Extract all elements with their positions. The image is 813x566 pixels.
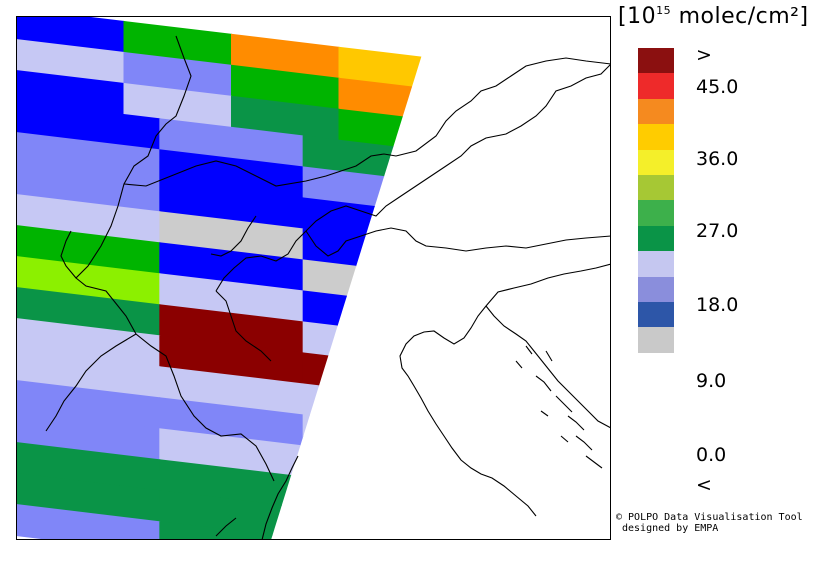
- legend-tick-label: 0.0: [696, 444, 727, 466]
- swath-pixel: [123, 20, 232, 66]
- swath-pixel: [159, 397, 304, 447]
- swath-pixel: [16, 473, 161, 523]
- swath-pixel: [16, 132, 161, 182]
- border-line: [60, 230, 77, 279]
- border-line: [215, 63, 611, 292]
- legend-swatch: [638, 225, 674, 252]
- legend-tick-label: <: [696, 474, 712, 496]
- swath-pixel: [159, 521, 304, 540]
- swath-pixel: [159, 304, 304, 354]
- swath-pixel: [16, 225, 161, 275]
- island: [575, 435, 593, 451]
- border-line: [305, 227, 611, 257]
- swath-pixel: [159, 459, 304, 509]
- coastline: [399, 263, 611, 517]
- swath-pixel: [231, 64, 340, 110]
- legend-swatch: [638, 200, 674, 226]
- legend-swatch: [638, 98, 674, 125]
- border-line: [75, 35, 275, 482]
- border-line: [215, 290, 272, 362]
- legend-title-unit: molec/cm²: [678, 4, 800, 29]
- swath-pixel: [159, 490, 304, 540]
- swath-pixel: [16, 318, 161, 368]
- swath-pixel: [159, 366, 304, 416]
- swath-pixel: [123, 51, 232, 97]
- island: [515, 360, 523, 369]
- legend-tick-label: 27.0: [696, 220, 739, 242]
- swath-pixel: [16, 39, 125, 85]
- coastline: [261, 455, 299, 540]
- island: [540, 410, 549, 417]
- legend-swatch: [638, 174, 674, 201]
- swath-pixel: [16, 349, 161, 399]
- swath-pixel: [159, 428, 304, 478]
- legend-swatch: [638, 124, 674, 150]
- swath-pixel: [231, 95, 340, 141]
- swath-pixel: [16, 194, 161, 244]
- map-panel: [16, 16, 611, 540]
- swath-pixel: [16, 287, 161, 337]
- island: [545, 350, 553, 362]
- coastlines-borders: [45, 35, 611, 540]
- swath-pixel: [159, 242, 304, 292]
- swath-pixel: [16, 16, 125, 54]
- swath-pixel: [159, 273, 304, 323]
- legend-title: [1015 molec/cm²]: [618, 4, 809, 29]
- swath-pixel: [16, 70, 125, 116]
- map-canvas: [16, 16, 611, 540]
- swath-pixel: [123, 82, 232, 128]
- border-line: [45, 333, 137, 432]
- legend-tick-label: 45.0: [696, 76, 739, 98]
- credits-line-1: © POLPO Data Visualisation Tool: [616, 512, 803, 523]
- legend-swatch: [638, 327, 674, 353]
- swath-pixel: [159, 118, 304, 168]
- legend-tick-label: 36.0: [696, 148, 739, 170]
- swath-pixel: [159, 211, 304, 261]
- legend-swatch: [638, 276, 674, 302]
- map-frame: [16, 16, 611, 540]
- legend-swatch: [638, 251, 674, 277]
- island: [560, 435, 569, 443]
- swath-pixel: [231, 33, 340, 79]
- coastline: [485, 305, 611, 429]
- coastline: [215, 517, 237, 537]
- swath-pixel: [16, 163, 161, 213]
- legend-title-exponent: 15: [656, 4, 672, 17]
- island: [567, 415, 585, 431]
- credits: © POLPO Data Visualisation Tool designed…: [616, 512, 803, 534]
- swath-pixel: [16, 101, 161, 151]
- swath-pixel: [159, 335, 304, 385]
- legend-tick-label: >: [696, 44, 712, 66]
- legend-tick-label: 18.0: [696, 294, 739, 316]
- legend-swatch: [638, 48, 674, 74]
- swath-pixel: [159, 149, 304, 199]
- swath-pixel: [16, 380, 161, 430]
- swath-pixel: [16, 256, 161, 306]
- border-line: [210, 215, 257, 257]
- swath-pixel: [16, 504, 161, 540]
- legend-tick-label: 9.0: [696, 370, 727, 392]
- legend-title-base: 10: [627, 4, 657, 29]
- swath-pixel: [16, 442, 161, 492]
- legend-swatches: [638, 48, 674, 353]
- legend-swatch: [638, 73, 674, 99]
- island: [555, 395, 573, 413]
- swath-pixel: [159, 180, 304, 230]
- island: [585, 455, 603, 469]
- legend-swatch: [638, 301, 674, 328]
- legend-swatch: [638, 149, 674, 175]
- island: [535, 375, 552, 392]
- border-line: [123, 57, 611, 187]
- colorbar-legend: [1015 molec/cm²] >45.0 36.0 27.0 18.0 9.0 0.0…: [612, 0, 813, 566]
- swath-pixel: [16, 411, 161, 461]
- credits-line-2: designed by EMPA: [622, 523, 719, 534]
- island: [525, 345, 533, 355]
